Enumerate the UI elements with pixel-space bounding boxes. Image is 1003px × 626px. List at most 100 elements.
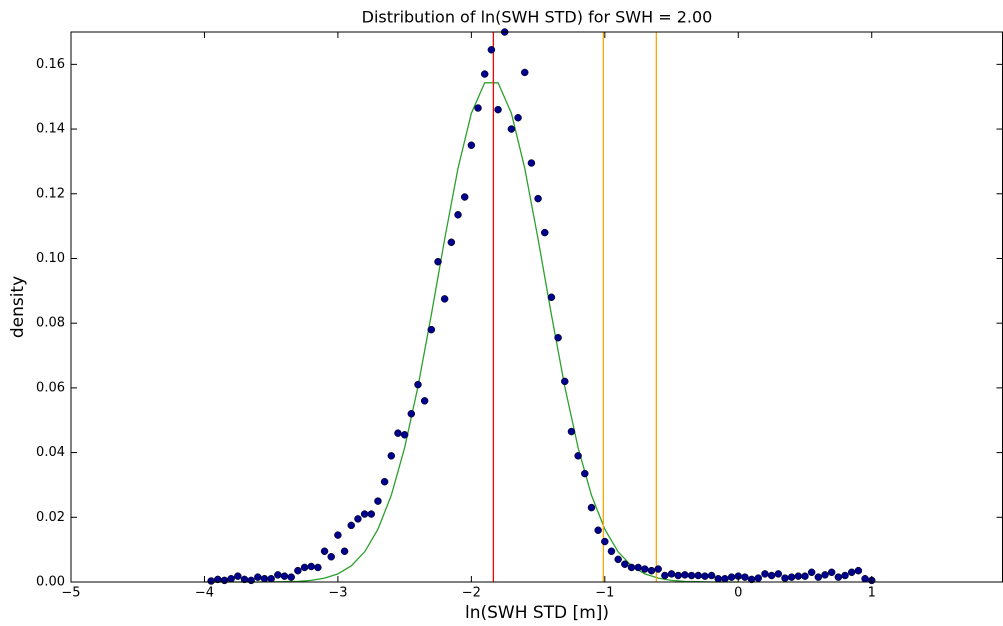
- x-tick-label: −1: [595, 586, 614, 601]
- scatter-point: [641, 565, 649, 573]
- scatter-point: [494, 105, 502, 114]
- scatter-point: [587, 503, 596, 512]
- scatter-point: [454, 211, 462, 219]
- scatter-point: [627, 563, 636, 572]
- scatter-point: [394, 429, 402, 437]
- scatter-point: [614, 555, 622, 564]
- scatter-point: [694, 571, 702, 580]
- y-tick-label: 0.14: [36, 122, 65, 137]
- scatter-point: [827, 568, 836, 577]
- scatter-point: [834, 573, 843, 581]
- scatter-point: [854, 566, 863, 575]
- y-tick-label: 0.12: [36, 186, 65, 201]
- scatter-point: [687, 571, 696, 580]
- scatter-point: [674, 571, 682, 580]
- scatter-point: [554, 333, 562, 342]
- scatter-point: [427, 325, 436, 334]
- scatter-point: [661, 571, 669, 580]
- scatter-point: [561, 377, 569, 386]
- scatter-point: [534, 194, 542, 203]
- x-tick-label: −5: [61, 586, 80, 601]
- scatter-point: [474, 104, 482, 112]
- scatter-point: [774, 570, 783, 578]
- scatter-point: [787, 573, 796, 581]
- x-tick-label: −3: [328, 586, 347, 601]
- scatter-point: [440, 295, 449, 303]
- scatter-point: [234, 572, 242, 580]
- scatter-point: [334, 531, 342, 539]
- scatter-point: [861, 575, 869, 583]
- scatter-point: [721, 575, 729, 583]
- scatter-point: [420, 397, 429, 405]
- scatter-point: [300, 563, 309, 572]
- scatter-point: [314, 563, 322, 572]
- scatter-point: [761, 570, 769, 578]
- scatter-point: [280, 572, 289, 580]
- x-axis-label: ln(SWH STD [m]): [465, 603, 609, 623]
- scatter-point: [801, 572, 809, 580]
- scatter-point: [354, 515, 362, 523]
- scatter-point: [347, 521, 356, 530]
- scatter-point: [754, 574, 763, 582]
- y-tick-label: 0.02: [36, 510, 65, 525]
- scatter-point: [274, 571, 282, 579]
- scatter-point: [574, 452, 582, 460]
- scatter-point: [207, 577, 215, 585]
- y-tick-label: 0.08: [36, 316, 65, 331]
- scatter-point: [447, 238, 456, 247]
- scatter-point: [460, 193, 469, 201]
- scatter-point: [821, 571, 829, 579]
- scatter-point: [260, 575, 269, 583]
- scatter-point: [400, 431, 409, 439]
- scatter-point: [794, 572, 803, 580]
- scatter-point: [387, 452, 396, 460]
- scatter-point: [527, 159, 536, 167]
- scatter-point: [467, 141, 476, 149]
- scatter-point: [841, 571, 849, 580]
- scatter-point: [374, 497, 382, 505]
- scatter-point: [307, 562, 315, 571]
- scatter-point: [434, 257, 442, 266]
- scatter-point: [294, 566, 302, 575]
- scatter-point: [487, 46, 496, 54]
- y-tick-label: 0.04: [36, 445, 65, 460]
- scatter-point: [701, 572, 709, 580]
- scatter-point: [707, 571, 716, 580]
- scatter-point: [567, 427, 576, 436]
- scatter-point: [681, 571, 689, 579]
- scatter-point: [647, 566, 656, 575]
- x-tick-label: 1: [868, 586, 876, 601]
- scatter-point: [407, 410, 416, 418]
- scatter-point: [541, 228, 549, 237]
- y-tick-label: 0.00: [36, 575, 65, 590]
- scatter-point: [360, 510, 369, 518]
- scatter-point: [254, 573, 262, 581]
- scatter-point: [520, 68, 529, 77]
- y-tick-label: 0.06: [36, 380, 65, 395]
- scatter-point: [340, 547, 349, 556]
- scatter-point: [741, 573, 749, 581]
- scatter-point: [847, 568, 856, 577]
- scatter-point: [227, 575, 235, 583]
- y-tick-label: 0.10: [36, 251, 65, 266]
- scatter-point: [667, 570, 676, 578]
- scatter-point: [601, 537, 609, 546]
- fit-curve: [204, 82, 739, 583]
- scatter-point: [320, 547, 329, 556]
- scatter-point: [507, 125, 516, 133]
- scatter-point: [480, 70, 489, 78]
- scatter-point: [514, 113, 522, 122]
- scatter-point: [327, 553, 335, 561]
- scatter-point: [414, 380, 422, 389]
- scatter-point: [380, 477, 389, 486]
- scatter-point: [287, 573, 295, 581]
- scatter-point: [581, 469, 589, 478]
- scatter-point: [634, 563, 642, 572]
- scatter-point: [814, 573, 823, 581]
- y-tick-label: 0.16: [36, 57, 65, 72]
- x-tick-label: −2: [462, 586, 481, 601]
- scatter-point: [714, 575, 722, 583]
- scatter-point: [267, 575, 275, 583]
- scatter-point: [621, 560, 629, 568]
